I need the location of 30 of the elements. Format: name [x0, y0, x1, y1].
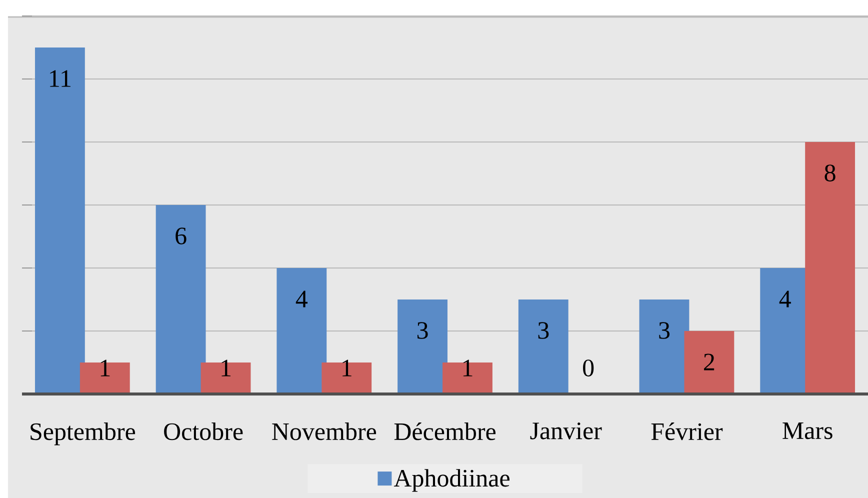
bar [276, 268, 327, 394]
bar [684, 331, 734, 394]
data-label: 1 [222, 360, 231, 376]
x-tick-label: Octobre [164, 422, 243, 440]
x-tick-label: Septembre [30, 422, 136, 446]
data-label: 3 [538, 322, 549, 339]
data-label: 2 [704, 354, 714, 370]
bar [639, 300, 690, 394]
x-tick-label: Novembre [272, 422, 376, 440]
data-label: 3 [417, 322, 428, 339]
x-tick-label: Décembre [394, 422, 496, 440]
bar [518, 300, 568, 394]
bar [398, 300, 448, 394]
bar [805, 142, 856, 394]
data-label: 6 [176, 228, 186, 244]
data-label: 0 [583, 360, 594, 376]
data-label: 8 [824, 164, 836, 182]
data-label: 11 [50, 70, 70, 87]
data-label: 1 [463, 360, 472, 376]
data-label: 1 [342, 360, 352, 376]
bar [34, 47, 85, 394]
x-tick-label: Février [651, 422, 723, 440]
x-tick-label: Janvier [530, 422, 602, 440]
bar [156, 205, 206, 394]
data-label: 1 [100, 360, 110, 376]
data-label: 3 [659, 322, 670, 339]
data-label: 4 [296, 290, 308, 308]
x-tick-label: Mars [782, 422, 832, 440]
legend-label: Aphodiinae [394, 469, 510, 492]
data-label: 4 [779, 290, 791, 308]
